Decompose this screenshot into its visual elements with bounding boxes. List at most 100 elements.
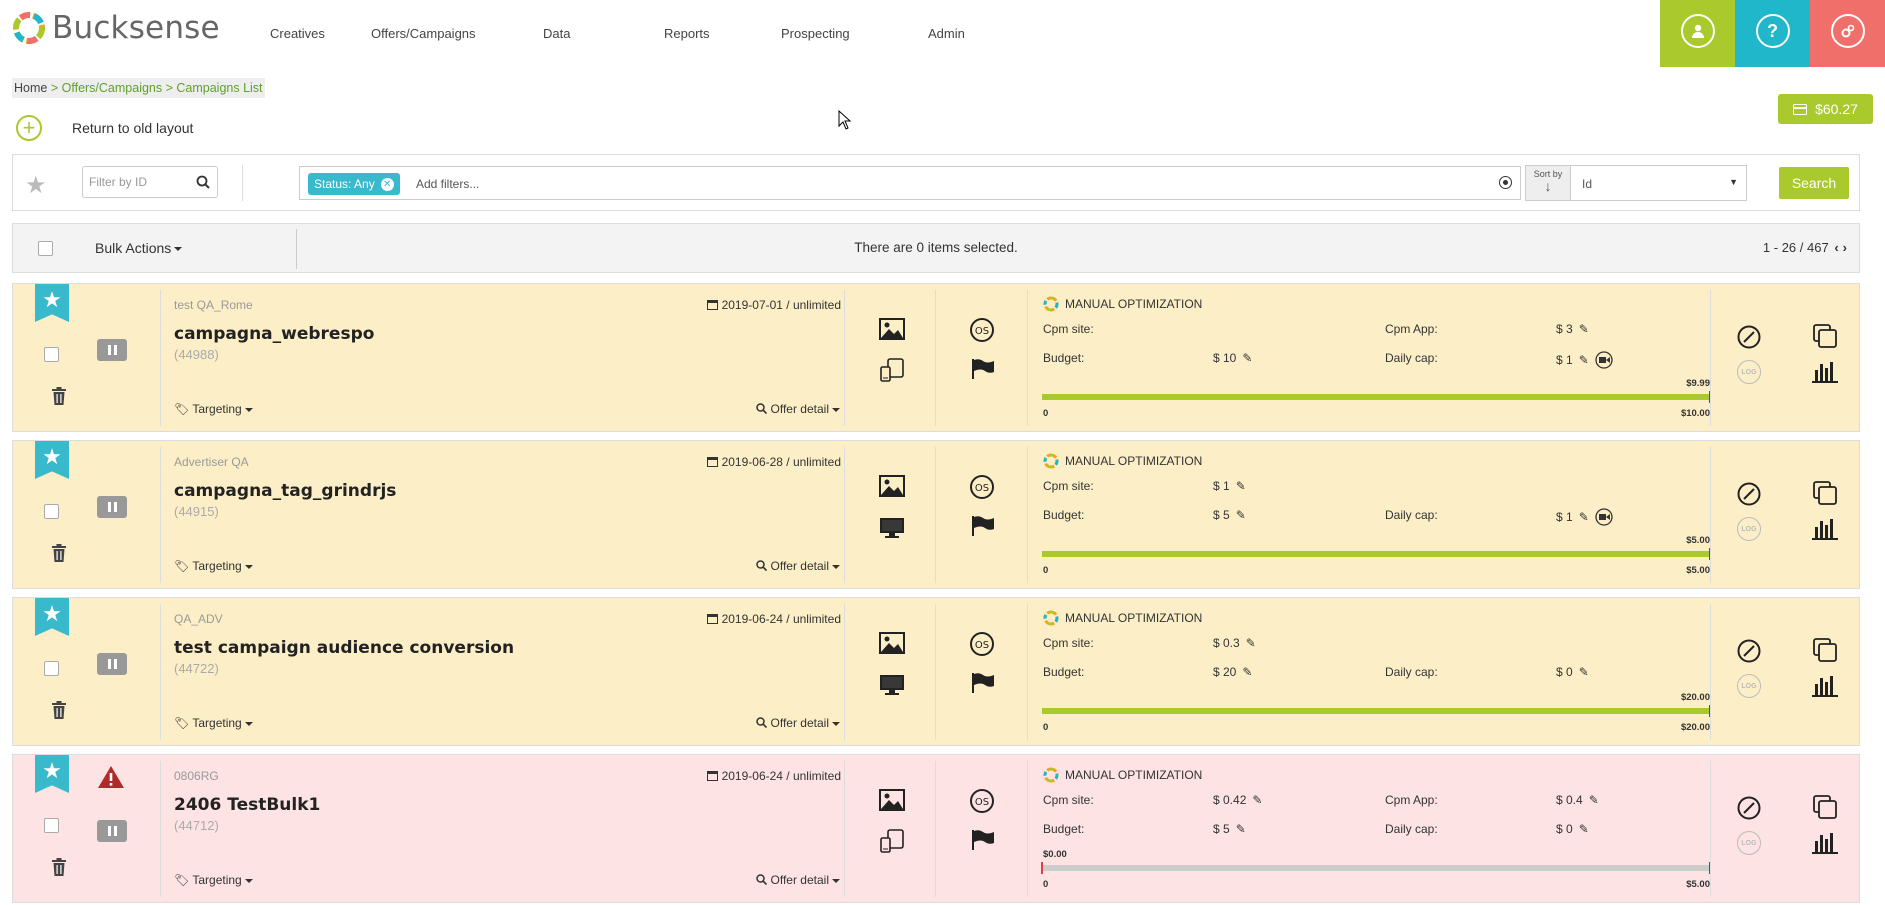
daily-cap-pacing-icon[interactable]: [1595, 351, 1613, 369]
disable-icon[interactable]: [1736, 324, 1762, 350]
image-creative-icon[interactable]: [879, 318, 905, 340]
prev-page-icon[interactable]: ‹: [1834, 240, 1839, 255]
trash-icon[interactable]: [51, 386, 67, 406]
daily-cap-pacing-icon[interactable]: [1595, 508, 1613, 526]
advertiser-name[interactable]: 0806RG: [174, 769, 219, 783]
stats-chart-icon[interactable]: [1811, 831, 1839, 855]
edit-pencil-icon[interactable]: ✎: [1235, 508, 1246, 522]
flag-icon[interactable]: [971, 515, 995, 537]
balance-button[interactable]: $60.27: [1778, 94, 1873, 124]
search-button[interactable]: Search: [1779, 167, 1849, 199]
favorite-star-icon[interactable]: ★: [35, 755, 69, 793]
clear-filters-icon[interactable]: [1499, 176, 1512, 189]
campaign-name[interactable]: test campaign audience conversion: [174, 638, 515, 658]
edit-pencil-icon[interactable]: ✎: [1235, 479, 1246, 493]
filter-by-id-input[interactable]: Filter by ID: [82, 166, 218, 198]
advertiser-name[interactable]: QA_ADV: [174, 612, 223, 626]
stats-chart-icon[interactable]: [1811, 517, 1839, 541]
edit-pencil-icon[interactable]: ✎: [1245, 636, 1256, 650]
os-icon[interactable]: OS: [969, 788, 995, 814]
edit-pencil-icon[interactable]: ✎: [1578, 822, 1589, 836]
log-icon[interactable]: LOG: [1737, 360, 1761, 384]
disable-icon[interactable]: [1736, 638, 1762, 664]
campaign-name[interactable]: campagna_webrespo: [174, 324, 375, 344]
select-all-checkbox[interactable]: [38, 241, 53, 256]
flag-icon[interactable]: [971, 829, 995, 851]
duplicate-icon[interactable]: [1812, 480, 1838, 506]
edit-pencil-icon[interactable]: ✎: [1252, 793, 1263, 807]
remove-chip-icon[interactable]: ✕: [380, 177, 394, 191]
row-checkbox[interactable]: [44, 661, 59, 676]
return-old-layout[interactable]: + Return to old layout: [16, 115, 193, 141]
log-icon[interactable]: LOG: [1737, 831, 1761, 855]
disable-icon[interactable]: [1736, 481, 1762, 507]
duplicate-icon[interactable]: [1812, 794, 1838, 820]
trash-icon[interactable]: [51, 543, 67, 563]
edit-pencil-icon[interactable]: ✎: [1588, 793, 1599, 807]
desktop-icon[interactable]: [879, 517, 905, 539]
targeting-dropdown[interactable]: 🏷︎ Targeting: [174, 559, 253, 573]
help-button[interactable]: ?: [1735, 0, 1810, 62]
disable-icon[interactable]: [1736, 795, 1762, 821]
search-icon[interactable]: [196, 175, 210, 189]
image-creative-icon[interactable]: [879, 789, 905, 811]
settings-button[interactable]: [1810, 0, 1885, 62]
os-icon[interactable]: OS: [969, 317, 995, 343]
row-checkbox[interactable]: [44, 504, 59, 519]
favorite-filter-star-icon[interactable]: ★: [25, 172, 47, 199]
advertiser-name[interactable]: Advertiser QA: [174, 455, 249, 469]
favorite-star-icon[interactable]: ★: [35, 441, 69, 479]
sort-direction-button[interactable]: Sort by ↓: [1526, 166, 1571, 200]
offer-detail-dropdown[interactable]: Offer detail: [744, 716, 840, 730]
multi-device-icon[interactable]: [879, 357, 905, 383]
nav-admin[interactable]: Admin: [928, 26, 965, 41]
targeting-dropdown[interactable]: 🏷︎ Targeting: [174, 402, 253, 416]
filters-field[interactable]: Status: Any ✕ Add filters...: [299, 166, 1521, 200]
edit-pencil-icon[interactable]: ✎: [1578, 322, 1589, 336]
offer-detail-dropdown[interactable]: Offer detail: [744, 402, 840, 416]
log-icon[interactable]: LOG: [1737, 517, 1761, 541]
nav-prospecting[interactable]: Prospecting: [781, 26, 850, 41]
favorite-star-icon[interactable]: ★: [35, 284, 69, 322]
flag-icon[interactable]: [971, 672, 995, 694]
trash-icon[interactable]: [51, 857, 67, 877]
desktop-icon[interactable]: [879, 674, 905, 696]
edit-pencil-icon[interactable]: ✎: [1235, 822, 1246, 836]
row-checkbox[interactable]: [44, 347, 59, 362]
duplicate-icon[interactable]: [1812, 323, 1838, 349]
next-page-icon[interactable]: ›: [1842, 240, 1847, 255]
image-creative-icon[interactable]: [879, 475, 905, 497]
nav-offers-campaigns[interactable]: Offers/Campaigns: [371, 26, 476, 41]
pause-button[interactable]: [97, 339, 127, 361]
edit-pencil-icon[interactable]: ✎: [1578, 510, 1589, 524]
advertiser-name[interactable]: test QA_Rome: [174, 298, 253, 312]
user-button[interactable]: [1660, 0, 1735, 62]
image-creative-icon[interactable]: [879, 632, 905, 654]
targeting-dropdown[interactable]: 🏷︎ Targeting: [174, 873, 253, 887]
edit-pencil-icon[interactable]: ✎: [1242, 665, 1253, 679]
os-icon[interactable]: OS: [969, 474, 995, 500]
sort-by-select[interactable]: Sort by ↓ Id ▼: [1525, 165, 1747, 201]
flag-icon[interactable]: [971, 358, 995, 380]
os-icon[interactable]: OS: [969, 631, 995, 657]
breadcrumb-section[interactable]: Offers/Campaigns > Campaigns List: [61, 81, 263, 95]
offer-detail-dropdown[interactable]: Offer detail: [744, 559, 840, 573]
pause-button[interactable]: [97, 496, 127, 518]
edit-pencil-icon[interactable]: ✎: [1242, 351, 1253, 365]
duplicate-icon[interactable]: [1812, 637, 1838, 663]
edit-pencil-icon[interactable]: ✎: [1578, 353, 1589, 367]
nav-data[interactable]: Data: [543, 26, 571, 41]
campaign-name[interactable]: campagna_tag_grindrjs: [174, 481, 397, 501]
favorite-star-icon[interactable]: ★: [35, 598, 69, 636]
offer-detail-dropdown[interactable]: Offer detail: [744, 873, 840, 887]
status-filter-chip[interactable]: Status: Any ✕: [308, 173, 400, 195]
edit-pencil-icon[interactable]: ✎: [1578, 665, 1589, 679]
campaign-name[interactable]: 2406 TestBulk1: [174, 795, 321, 815]
breadcrumb-home[interactable]: Home: [14, 81, 48, 95]
stats-chart-icon[interactable]: [1811, 674, 1839, 698]
pause-button[interactable]: [97, 653, 127, 675]
multi-device-icon[interactable]: [879, 828, 905, 854]
add-filters-placeholder[interactable]: Add filters...: [416, 177, 480, 191]
row-checkbox[interactable]: [44, 818, 59, 833]
trash-icon[interactable]: [51, 700, 67, 720]
